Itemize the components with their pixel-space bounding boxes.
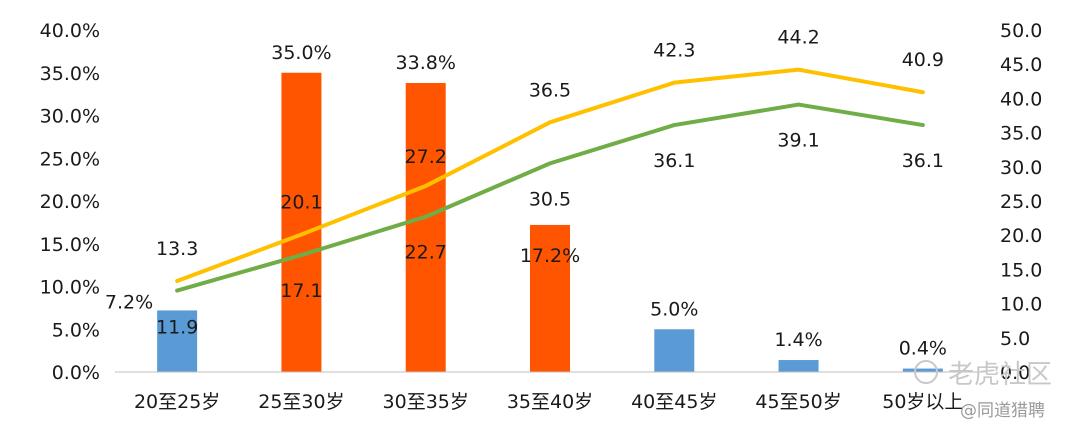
bar [157, 310, 198, 372]
line-label-1: 40.9 [902, 49, 944, 71]
bar [778, 360, 819, 372]
watermark-sub: @同道猎聘 [960, 401, 1045, 421]
line-label-2: 39.1 [777, 130, 819, 152]
y-right-tick: 15.0 [1000, 259, 1042, 281]
y-left-tick: 0.0% [52, 362, 100, 384]
tiger-logo-icon [914, 360, 938, 384]
line-label-1: 27.2 [405, 146, 447, 168]
bar [281, 72, 322, 372]
line-label-1: 44.2 [777, 27, 819, 49]
line-label-2: 22.7 [405, 242, 447, 264]
line-label-1: 20.1 [280, 192, 322, 214]
y-left-tick: 35.0% [40, 63, 100, 85]
watermark-main: 老虎社区 [948, 360, 1052, 390]
x-tick: 45至50岁 [755, 391, 841, 413]
x-tick: 35至40岁 [507, 391, 593, 413]
line-series [175, 67, 925, 293]
x-tick: 50岁以上 [882, 391, 963, 413]
bar-label: 35.0% [271, 42, 331, 64]
line-label-1: 36.5 [529, 79, 571, 101]
bar-series [157, 72, 943, 372]
x-tick: 25至30岁 [258, 391, 344, 413]
watermark: 老虎社区 @同道猎聘 [914, 360, 1052, 421]
line-label-2: 30.5 [529, 188, 571, 210]
bar [654, 329, 695, 372]
data-labels: 7.2% 35.0% 33.8% 17.2% 5.0% 1.4% 0.4% 13.3 20.1 2… [105, 27, 947, 360]
x-tick: 40至45岁 [631, 391, 717, 413]
y-left-tick: 40.0% [40, 20, 100, 42]
axes: 0.0% 5.0% 10.0% 15.0% 20.0% 25.0% 30.0% 35.0% 40… [40, 20, 1043, 413]
y-right-tick: 45.0 [1000, 54, 1042, 76]
y-right-tick: 40.0 [1000, 88, 1042, 110]
y-right-tick: 5.0 [1000, 328, 1030, 350]
y-right-tick: 10.0 [1000, 294, 1042, 316]
x-tick: 30至35岁 [383, 391, 469, 413]
y-right-tick: 30.0 [1000, 157, 1042, 179]
line-label-1: 42.3 [653, 40, 695, 62]
bar-label: 33.8% [396, 52, 456, 74]
bar-label: 0.4% [899, 338, 947, 360]
line-label-2: 11.9 [156, 317, 198, 339]
y-left-tick: 20.0% [40, 191, 100, 213]
series-line-1 [175, 67, 925, 284]
bar-label: 17.2% [520, 245, 580, 267]
y-right-tick: 35.0 [1000, 123, 1042, 145]
line-label-1: 13.3 [156, 238, 198, 260]
y-right-tick: 25.0 [1000, 191, 1042, 213]
y-right-tick: 20.0 [1000, 225, 1042, 247]
y-right-tick: 50.0 [1000, 20, 1042, 42]
bar [405, 83, 446, 372]
bar [902, 368, 943, 372]
y-left-tick: 10.0% [40, 277, 100, 299]
x-tick: 20至25岁 [134, 391, 220, 413]
series-line-2 [175, 102, 925, 293]
bar-label: 7.2% [105, 291, 153, 313]
y-left-tick: 25.0% [40, 148, 100, 170]
bar-label: 1.4% [774, 329, 822, 351]
bar [530, 224, 570, 372]
y-left-tick: 5.0% [52, 319, 100, 341]
line-label-2: 17.1 [280, 280, 322, 302]
bar-label: 5.0% [650, 298, 698, 320]
line-label-2: 36.1 [902, 150, 944, 172]
y-right-tick: 0.0 [1000, 362, 1030, 384]
y-left-tick: 30.0% [40, 106, 100, 128]
line-label-2: 36.1 [653, 150, 695, 172]
y-left-tick: 15.0% [40, 234, 100, 256]
